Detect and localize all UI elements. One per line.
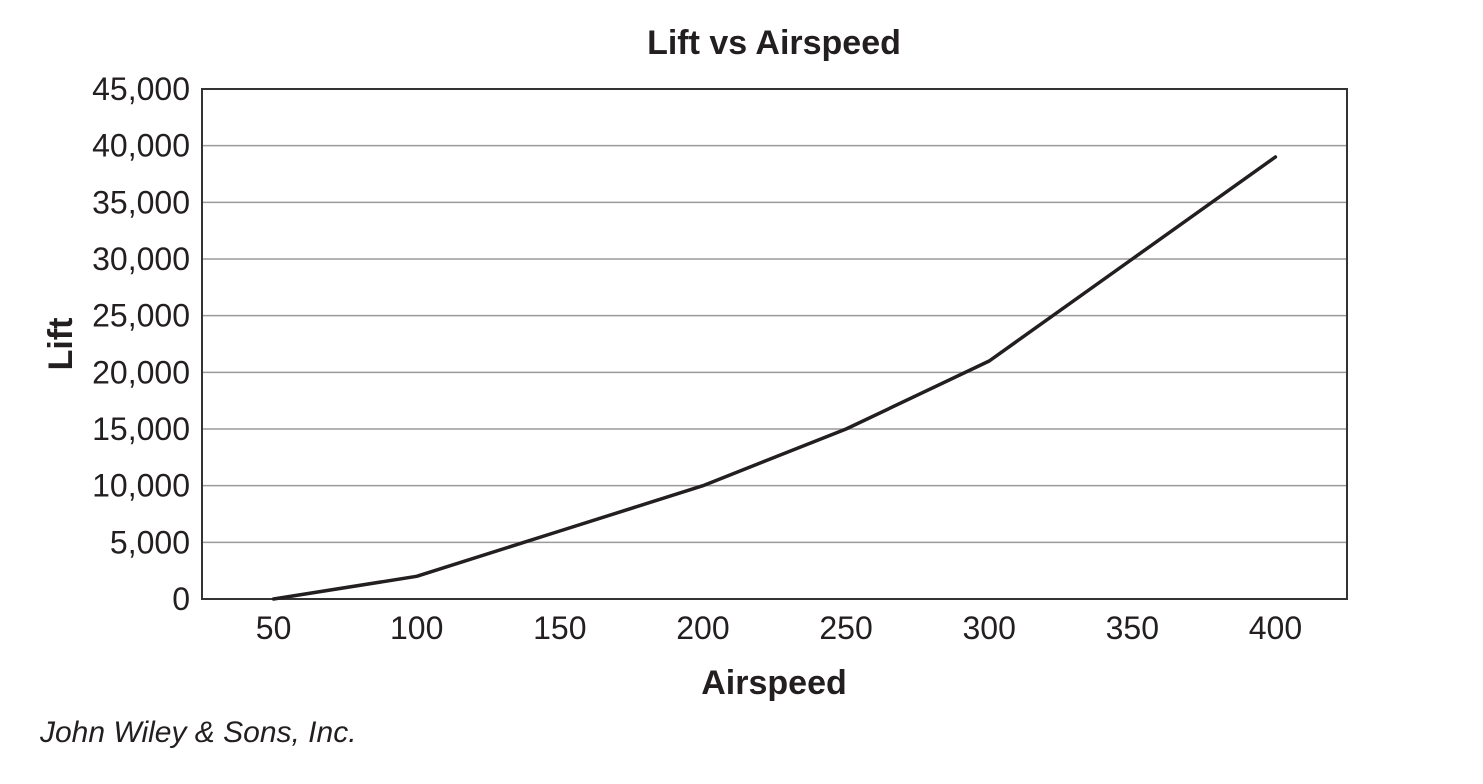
x-axis-ticks: 50 100 150 200 250 300 350 400 [256,610,1302,646]
y-tick-label: 45,000 [92,71,190,107]
x-tick-label: 150 [533,610,586,646]
y-axis-ticks: 0 5,000 10,000 15,000 20,000 25,000 30,000 35,0… [92,71,190,617]
y-tick-label: 15,000 [92,411,190,447]
plot-area [201,88,1348,600]
x-tick-label: 100 [390,610,443,646]
credit-text: John Wiley & Sons, Inc. [40,716,357,749]
y-axis-label: Lift [42,318,80,371]
x-tick-label: 300 [962,610,1015,646]
x-tick-label: 350 [1106,610,1159,646]
x-tick-label: 250 [819,610,872,646]
series-line [271,155,1278,601]
chart-title: Lift vs Airspeed [647,24,901,62]
y-tick-label: 5,000 [110,524,190,560]
y-tick-label: 20,000 [92,354,190,390]
x-tick-label: 200 [676,610,729,646]
y-tick-label: 35,000 [92,184,190,220]
y-tick-label: 0 [172,581,190,617]
y-tick-label: 30,000 [92,241,190,277]
x-axis-label: Airspeed [701,664,847,702]
x-tick-label: 400 [1249,610,1302,646]
y-tick-label: 40,000 [92,128,190,164]
grid-lines [202,144,1347,544]
y-tick-label: 25,000 [92,298,190,334]
series-group [271,155,1278,601]
y-tick-label: 10,000 [92,468,190,504]
x-tick-label: 50 [256,610,292,646]
